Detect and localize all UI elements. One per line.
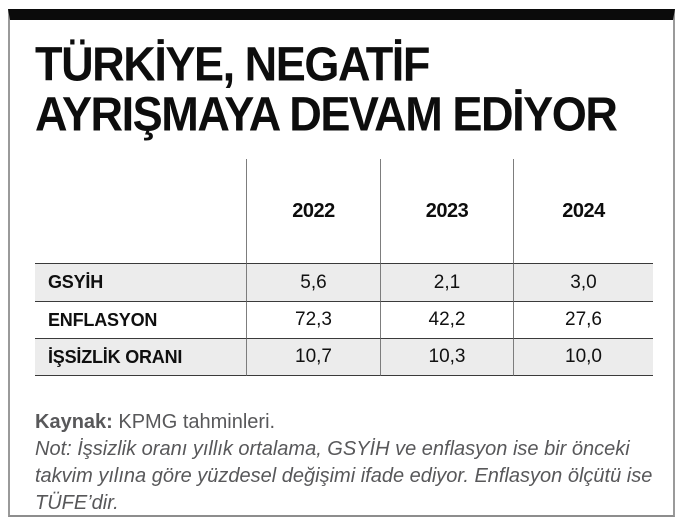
note-line-1: Not: İşsizlik oranı yıllık ortalama, GSY…	[35, 438, 630, 460]
cell-gsyih-2022: 5,6	[246, 263, 380, 301]
cell-issizlik-2024: 10,0	[513, 338, 653, 376]
row-label-gsyih: GSYİH	[35, 263, 246, 301]
row-label-enflasyon: ENFLASYON	[35, 301, 246, 338]
chart-title: TÜRKİYE, NEGATİF AYRIŞMAYA DEVAM EDİYOR	[35, 36, 618, 141]
cell-gsyih-2023: 2,1	[380, 263, 513, 301]
note-line-3: TÜFE’dir.	[35, 492, 119, 514]
chart-title-line2: AYRIŞMAYA DEVAM EDİYOR	[35, 86, 618, 141]
row-label-issizlik-orani: İŞSİZLİK ORANI	[35, 338, 246, 376]
source-label: Kaynak:	[35, 411, 113, 433]
column-header-2022: 2022	[246, 159, 380, 263]
column-header-2023: 2023	[380, 159, 513, 263]
cell-enflasyon-2024: 27,6	[513, 301, 653, 338]
source-text: KPMG tahminleri.	[112, 411, 276, 433]
cell-gsyih-2024: 3,0	[513, 263, 653, 301]
column-header-2024: 2024	[513, 159, 653, 263]
cell-enflasyon-2022: 72,3	[246, 301, 380, 338]
table-corner-cell	[35, 159, 246, 263]
footer: Kaynak: KPMG tahminleri. Not: İşsizlik o…	[35, 409, 653, 517]
cell-issizlik-2023: 10,3	[380, 338, 513, 376]
cell-issizlik-2022: 10,7	[246, 338, 380, 376]
chart-title-line1: TÜRKİYE, NEGATİF	[35, 36, 430, 91]
data-table: 2022 2023 2024 GSYİH 5,6 2,1 3,0 ENFLASY…	[35, 159, 653, 376]
cell-enflasyon-2023: 42,2	[380, 301, 513, 338]
note-line-2: takvim yılına göre yüzdesel değişimi ifa…	[35, 465, 653, 487]
source-line: Kaynak: KPMG tahminleri.	[35, 409, 650, 436]
infographic-panel: TÜRKİYE, NEGATİF AYRIŞMAYA DEVAM EDİYOR …	[8, 9, 675, 517]
